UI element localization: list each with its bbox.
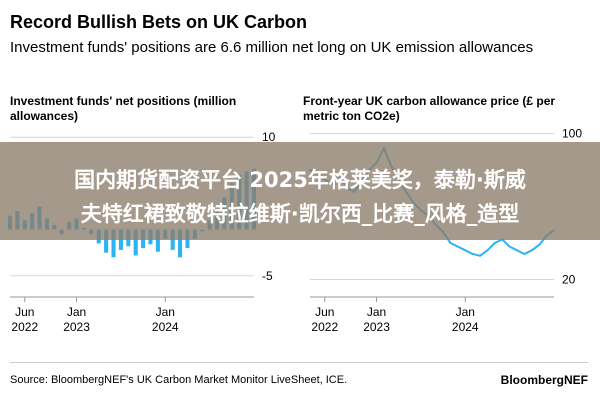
price-point	[449, 242, 452, 244]
price-point	[538, 244, 541, 246]
banner-line-1: 国内期货配资平台 2025年格莱美奖，泰勒·斯威	[74, 168, 526, 192]
y-tick-label: 100	[562, 126, 582, 140]
price-point	[494, 242, 496, 244]
x-tick-label-month: Jun	[315, 305, 334, 319]
price-point	[457, 245, 459, 248]
banner-line-2: 夫特红裙致敬特拉维斯·凯尔西_比赛_风格_造型	[80, 202, 520, 226]
x-tick-label-month: Jan	[456, 305, 475, 319]
x-tick-label-month: Jan	[67, 305, 86, 319]
price-point	[479, 254, 481, 257]
x-tick-label-year: 2022	[11, 320, 38, 334]
price-point	[531, 249, 533, 252]
bar	[133, 229, 138, 256]
price-point	[471, 253, 474, 255]
bar	[178, 229, 183, 258]
y-tick-label: -5	[262, 269, 273, 283]
price-point	[523, 253, 526, 255]
x-tick-label-year: 2024	[152, 320, 179, 334]
left-panel-title: Investment funds' net positions (million…	[10, 94, 237, 123]
x-tick-label-year: 2023	[63, 320, 90, 334]
bar	[104, 229, 109, 253]
right-panel-title: Front-year UK carbon allowance price (£ …	[303, 94, 556, 123]
price-point	[464, 249, 467, 252]
x-tick-label-month: Jan	[156, 305, 175, 319]
price-point	[516, 249, 518, 252]
y-tick-label: 10	[262, 130, 276, 144]
x-tick-label-month: Jun	[15, 305, 34, 319]
x-tick-label-year: 2023	[363, 320, 390, 334]
source-note: Source: BloombergNEF's UK Carbon Market …	[10, 374, 348, 386]
price-point	[508, 245, 511, 248]
price-point	[486, 249, 489, 252]
x-tick-label-year: 2024	[452, 320, 479, 334]
chart-title: Record Bullish Bets on UK Carbon	[10, 12, 308, 32]
brand-logo: BloombergNEF	[500, 373, 588, 387]
bar	[155, 229, 160, 252]
chart-subtitle: Investment funds' positions are 6.6 mill…	[10, 39, 534, 56]
x-tick-label-year: 2022	[311, 320, 338, 334]
x-tick-label-month: Jan	[367, 305, 386, 319]
bar	[111, 229, 116, 258]
footer-divider	[10, 362, 588, 363]
overlay-banner: 国内期货配资平台 2025年格莱美奖，泰勒·斯威 夫特红裙致敬特拉维斯·凯尔西_…	[0, 142, 600, 240]
y-tick-label: 20	[562, 273, 576, 287]
